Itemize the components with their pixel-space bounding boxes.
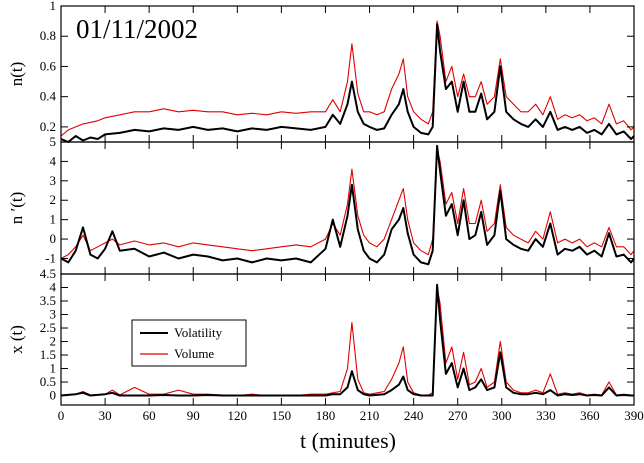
y-tick-label: 0.5 — [40, 374, 56, 389]
y-tick-label: -1 — [45, 250, 56, 265]
y-tick-label: 3.5 — [40, 293, 56, 308]
x-axis-label: t (minutes) — [300, 428, 396, 453]
y-tick-label: 3 — [50, 173, 57, 188]
x-tick-label: 0 — [58, 408, 65, 423]
legend-label-volatility: Volatility — [174, 325, 223, 340]
y-tick-label: 0.2 — [40, 119, 56, 134]
y-tick-label: 0.4 — [40, 89, 57, 104]
y-tick-label: 1 — [50, 361, 57, 376]
y-tick-label: 0.8 — [40, 28, 56, 43]
x-tick-label: 120 — [228, 408, 248, 423]
series-line-volatility-1 — [60, 23, 635, 143]
y-axis-label-1: n(t) — [7, 62, 26, 87]
date-annotation: 01/11/2002 — [76, 14, 198, 44]
x-tick-label: 330 — [536, 408, 556, 423]
panel-1: 0.2 0.4 0.6 0.8 1 n(t) 01/11/2002 — [7, 0, 635, 143]
x-tick-label: 60 — [143, 408, 156, 423]
series-line-volatility-3 — [60, 283, 634, 397]
y-tick-label: 3 — [50, 307, 57, 322]
y-tick-label: 5 — [50, 134, 57, 149]
y-axis-label-2: n ′(t) — [7, 192, 26, 225]
y-tick-label: 1 — [50, 0, 57, 13]
x-tick-label: 210 — [360, 408, 380, 423]
y-tick-label: 1.5 — [40, 347, 56, 362]
legend-label-volume: Volume — [174, 346, 214, 361]
x-tick-label: 300 — [492, 408, 512, 423]
series-line-volume-1 — [60, 20, 635, 137]
x-tick-label: 150 — [272, 408, 292, 423]
y-tick-label: 2 — [50, 334, 57, 349]
x-tick-label: 390 — [624, 408, 644, 423]
y-axis-label-3: x (t) — [7, 325, 26, 354]
panels: 0.2 0.4 0.6 0.8 1 n(t) 01/11/2002 -1 0 1 2 3 4 5 n ′(t… — [7, 0, 644, 423]
x-tick-label: 240 — [404, 408, 424, 423]
panel-frame — [60, 273, 635, 406]
panel-2: -1 0 1 2 3 4 5 n ′(t) — [7, 134, 635, 275]
y-tick-label: 4 — [50, 153, 57, 168]
y-tick-label: 2 — [50, 192, 57, 207]
y-tick-label: 2.5 — [40, 320, 56, 335]
x-tick-label: 90 — [187, 408, 200, 423]
legend: Volatility Volume — [131, 319, 247, 367]
y-tick-label: 0 — [50, 388, 57, 403]
series-line-volatility-2 — [60, 144, 635, 266]
series-line-volume-2 — [60, 149, 635, 259]
x-tick-label: 180 — [316, 408, 336, 423]
x-tick-label: 360 — [580, 408, 600, 423]
y-tick-label: 0.6 — [40, 58, 57, 73]
legend-box — [131, 319, 247, 367]
y-tick-label: 4 — [50, 280, 57, 295]
x-tick-label: 270 — [448, 408, 468, 423]
y-tick-label: 4.5 — [40, 266, 56, 281]
y-tick-label: 0 — [50, 231, 57, 246]
panel-3: 00.511.522.533.544.50 30 60 90 120 150 180 210 2… — [7, 266, 644, 423]
x-tick-label: 30 — [99, 408, 112, 423]
y-tick-label: 1 — [50, 212, 57, 227]
